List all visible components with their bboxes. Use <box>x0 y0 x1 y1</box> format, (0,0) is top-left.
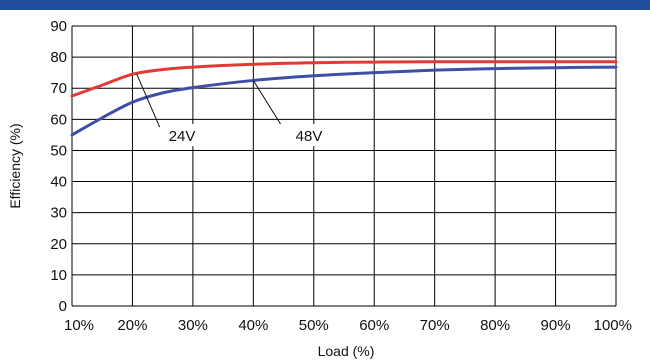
x-tick-label: 20% <box>117 317 147 334</box>
series-line-24v <box>70 60 618 98</box>
y-tick-label: 80 <box>50 49 67 66</box>
x-tick-label: 80% <box>480 317 510 334</box>
y-tick-label: 90 <box>50 18 67 35</box>
x-tick-label: 60% <box>359 317 389 334</box>
grid <box>71 25 617 307</box>
x-axis-label: Load (%) <box>318 343 375 359</box>
x-tick-label: 70% <box>420 317 450 334</box>
y-tick-label: 60 <box>50 111 67 128</box>
series-line-48v <box>70 65 618 137</box>
y-tick-label: 0 <box>59 298 67 315</box>
series-label-bg <box>163 124 200 147</box>
x-tick-label: 30% <box>178 317 208 334</box>
x-tick-label: 40% <box>238 317 268 334</box>
x-tick-label: 100% <box>594 317 632 334</box>
series-label-leader <box>252 80 281 125</box>
series-label-leader <box>136 73 161 128</box>
y-tick-label: 10 <box>50 267 67 284</box>
series-lines <box>70 60 618 137</box>
y-tick-label: 30 <box>50 205 67 222</box>
y-axis-label: Efficiency (%) <box>7 123 23 208</box>
series-label-48v: 48V <box>296 128 323 145</box>
y-tick-label: 70 <box>50 80 67 97</box>
header-band <box>0 0 650 10</box>
x-tick-label: 10% <box>64 317 94 334</box>
y-tick-label: 20 <box>50 236 67 253</box>
series-labels: 24V 48V <box>136 73 327 147</box>
x-tick-label: 50% <box>299 317 329 334</box>
series-label-24v: 24V <box>169 128 196 145</box>
series-label-bg <box>290 124 327 147</box>
x-tick-label: 90% <box>541 317 571 334</box>
y-tick-label: 50 <box>50 142 67 159</box>
y-tick-label: 40 <box>50 174 67 191</box>
tick-labels: 0 10 20 30 40 50 60 70 80 90 10% 20% 30% 40% 50% 60% 70%… <box>50 18 632 334</box>
